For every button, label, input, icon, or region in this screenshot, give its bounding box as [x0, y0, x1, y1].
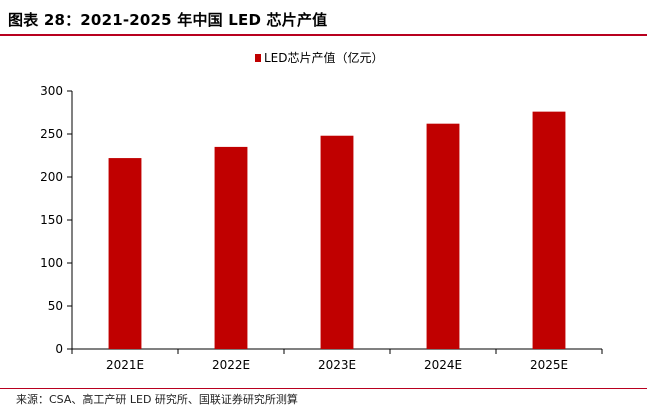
x-tick-label: 2023E [318, 358, 356, 372]
x-tick-label: 2025E [530, 358, 568, 372]
x-axis: 2021E 2022E 2023E 2024E 2025E [71, 348, 603, 372]
title-divider [0, 34, 647, 36]
y-tick-label: 150 [40, 213, 63, 227]
figure-title: 图表 28：2021-2025 年中国 LED 芯片产值 [8, 11, 328, 29]
bar-2023E [320, 135, 354, 349]
x-tick-label: 2024E [424, 358, 462, 372]
y-tick-label: 300 [40, 84, 63, 98]
bar-2022E [214, 146, 248, 349]
chart-legend: LED芯片产值（亿元） [255, 50, 384, 65]
y-tick-label: 100 [40, 256, 63, 270]
bar-2025E [532, 111, 566, 349]
legend-label: LED芯片产值（亿元） [264, 50, 384, 65]
y-tick-label: 250 [40, 127, 63, 141]
source-note: 来源：CSA、高工产研 LED 研究所、国联证券研究所测算 [16, 393, 298, 406]
bar-2024E [426, 123, 460, 350]
y-tick-label: 200 [40, 170, 63, 184]
x-tick-label: 2021E [106, 358, 144, 372]
x-tick-label: 2022E [212, 358, 250, 372]
y-axis: 0 50 100 150 200 250 300 [40, 84, 73, 356]
bar-2021E [108, 158, 142, 349]
bar-series [108, 111, 566, 350]
footer-divider [0, 388, 647, 389]
legend-swatch [255, 54, 261, 62]
y-tick-label: 0 [55, 342, 63, 356]
y-tick-label: 50 [48, 299, 63, 313]
